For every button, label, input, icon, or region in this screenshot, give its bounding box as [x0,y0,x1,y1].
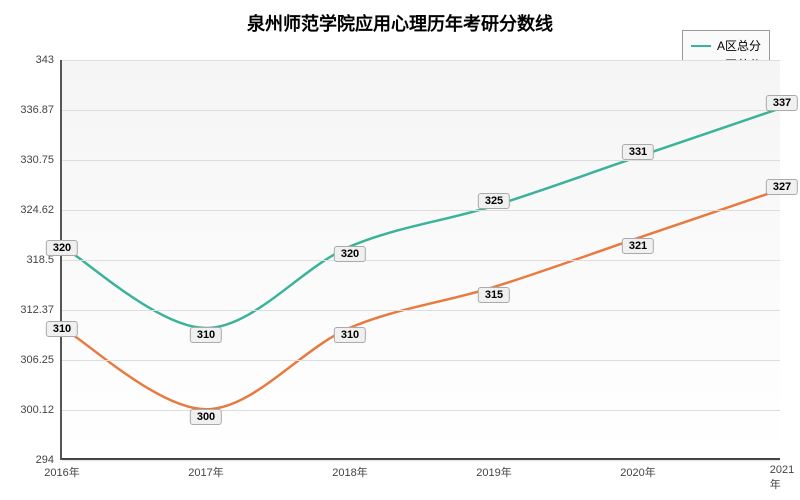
data-label: 321 [622,238,654,254]
data-label: 310 [334,327,366,343]
data-label: 337 [766,95,798,111]
line-layer [62,60,780,458]
y-axis-label: 336.87 [20,104,54,116]
chart-title: 泉州师范学院应用心理历年考研分数线 [0,10,800,36]
x-axis-label: 2018年 [332,464,367,480]
gridline [62,260,780,261]
plot-area: 294300.12306.25312.37318.5324.62330.7533… [60,60,780,460]
x-axis-label: 2019年 [476,464,511,480]
y-axis-label: 312.37 [20,304,54,316]
x-axis-label: 2016年 [44,464,79,480]
gridline [62,210,780,211]
series-line [63,190,779,409]
gridline [62,110,780,111]
axis-shadow [62,458,780,462]
gridline [62,310,780,311]
legend-label: A区总分 [717,37,761,54]
data-label: 327 [766,179,798,195]
data-label: 331 [622,144,654,160]
gridline [62,60,780,61]
chart-container: 泉州师范学院应用心理历年考研分数线 A区总分 B区总分 294300.12306… [0,0,800,500]
series-line [63,109,779,328]
data-label: 325 [478,193,510,209]
data-label: 320 [46,240,78,256]
y-axis-label: 324.62 [20,204,54,216]
data-label: 320 [334,246,366,262]
data-label: 315 [478,287,510,303]
y-axis-label: 318.5 [26,254,54,266]
y-axis-label: 300.12 [20,404,54,416]
x-axis-label: 2020年 [620,464,655,480]
y-axis-label: 306.25 [20,354,54,366]
data-label: 300 [190,409,222,425]
legend-swatch-a [691,45,711,47]
data-label: 310 [46,321,78,337]
legend-item: A区总分 [691,37,761,54]
y-axis-label: 343 [36,54,54,66]
y-axis-label: 330.75 [20,154,54,166]
gridline [62,410,780,411]
x-axis-label: 2021年 [770,464,794,492]
gridline [62,160,780,161]
gridline [62,360,780,361]
data-label: 310 [190,327,222,343]
x-axis-label: 2017年 [188,464,223,480]
